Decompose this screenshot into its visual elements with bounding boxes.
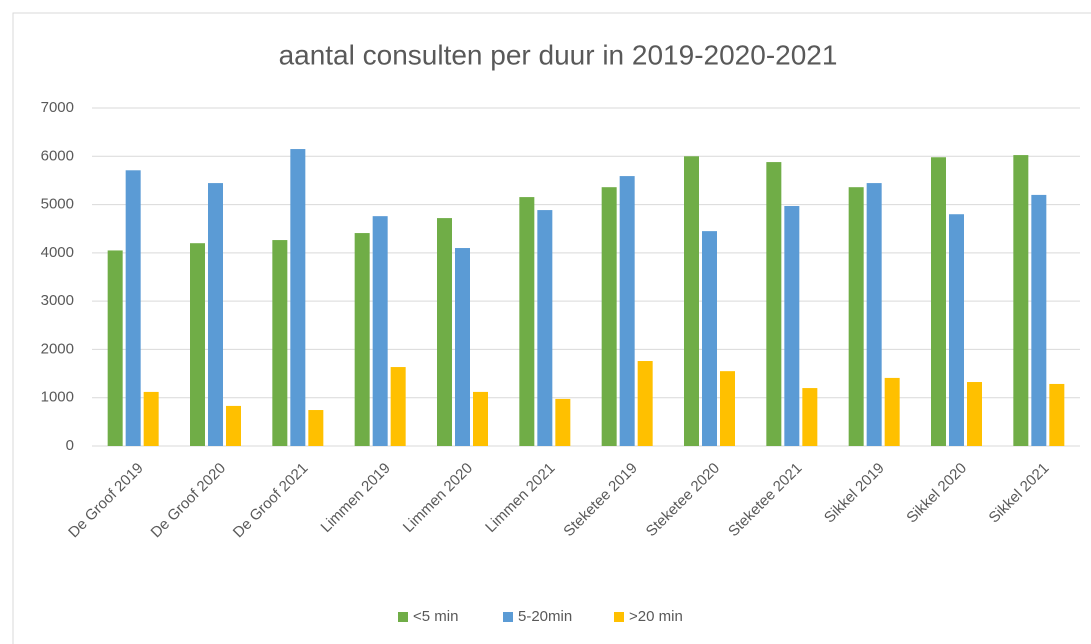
bar: [190, 243, 205, 446]
bar: [702, 231, 717, 446]
legend-swatch: [503, 612, 513, 622]
legend-swatch: [614, 612, 624, 622]
y-tick-label: 3000: [41, 292, 74, 309]
bar: [143, 391, 159, 446]
bar: [455, 248, 470, 446]
bar: [473, 391, 488, 446]
bar: [802, 388, 818, 446]
bar: [226, 405, 241, 446]
bar: [884, 377, 900, 446]
bar: [720, 371, 735, 446]
legend-label: >20 min: [629, 608, 683, 625]
bar: [519, 197, 535, 446]
bar: [848, 187, 864, 446]
bar: [684, 156, 699, 447]
y-tick-label: 4000: [41, 244, 74, 261]
legend-swatch: [398, 612, 408, 622]
bar: [272, 240, 288, 446]
bar: [354, 233, 370, 446]
bar: [555, 398, 571, 446]
bar: [537, 210, 553, 446]
y-tick-label: 5000: [41, 196, 74, 213]
bar: [931, 157, 946, 446]
bar: [107, 250, 123, 446]
bar: [967, 382, 982, 446]
legend-label: <5 min: [413, 608, 458, 625]
bar: [1049, 383, 1065, 446]
bar: [437, 218, 452, 446]
bar: [619, 176, 635, 446]
bar: [290, 149, 306, 447]
legend-label: 5-20min: [518, 608, 572, 625]
bar: [208, 183, 223, 446]
bar: [866, 183, 882, 446]
y-tick-label: 6000: [41, 147, 74, 164]
bar: [372, 216, 388, 446]
bar: [1031, 194, 1047, 446]
bar: [601, 187, 617, 446]
y-tick-label: 2000: [41, 340, 74, 357]
chart-title: aantal consulten per duur in 2019-2020-2…: [279, 39, 838, 70]
y-tick-label: 1000: [41, 389, 74, 406]
bar: [308, 410, 324, 446]
bar: [949, 214, 964, 446]
bar: [1013, 155, 1029, 447]
bar: [766, 162, 782, 446]
bar: [784, 206, 800, 446]
bar: [390, 367, 406, 446]
y-tick-label: 0: [66, 437, 74, 454]
bar: [125, 170, 141, 446]
bar: [637, 361, 653, 446]
y-tick-label: 7000: [41, 99, 74, 116]
